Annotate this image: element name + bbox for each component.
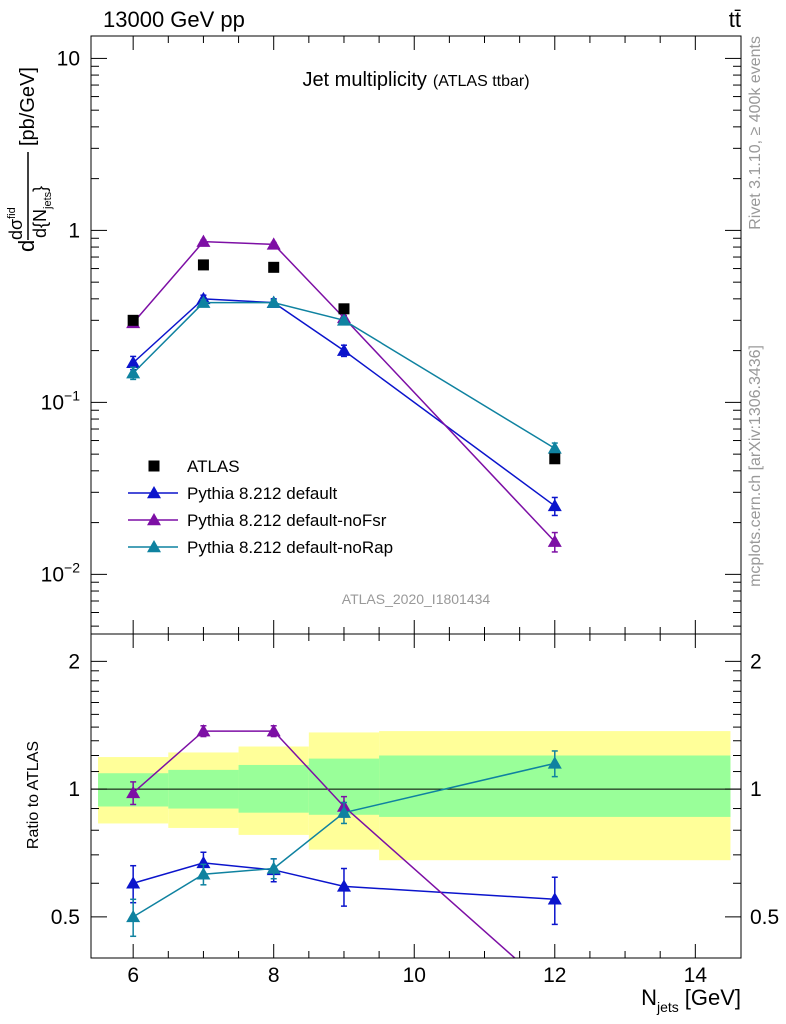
- x-tick-label: 8: [268, 964, 280, 987]
- pythia-8-212-default-nofsr-point: [547, 534, 562, 547]
- legend-atlas-label: ATLAS: [187, 457, 240, 476]
- ratio-y-axis-label: Ratio to ATLAS: [25, 741, 42, 849]
- pythia-8-212-default-norap-point: [266, 295, 281, 308]
- y-tick-label: 2: [68, 650, 80, 673]
- y-tick-label: 0.5: [51, 906, 80, 929]
- x-tick-labels: 6 8 10 12 14: [127, 964, 707, 987]
- pythia-8-212-default-norap-point: [336, 313, 351, 326]
- legend-pythia-8-212-default-marker: [147, 486, 161, 499]
- pythia-8-212-default-norap-point: [126, 366, 141, 379]
- main-panel: 10 1 10−1 10−2 Jet multiplicity (ATLAS ttbar…: [41, 35, 742, 635]
- y-tick-label: 2: [750, 650, 762, 673]
- ratio-y-tick-labels: 2 2 1 1 0.5 0.5: [51, 650, 779, 929]
- ratio-pythia-8-212-default-point: [336, 879, 351, 892]
- ratio-pythia-8-212-default-norap-point: [196, 867, 211, 880]
- x-tick-label: 14: [684, 964, 708, 987]
- atlas-data-point: [549, 453, 561, 465]
- rivet-label: Rivet 3.1.10, ≥ 400k events: [747, 36, 764, 230]
- plot-title: Jet multiplicity (ATLAS ttbar): [302, 69, 529, 91]
- ratio-pythia-8-212-default-norap-point: [547, 756, 562, 769]
- legend: ATLAS Pythia 8.212 default Pythia 8.212 de…: [128, 457, 393, 557]
- svg-text:dσfid: dσfid: [6, 207, 26, 240]
- legend-atlas-marker: [148, 460, 160, 472]
- pythia-8-212-default-point: [547, 498, 562, 512]
- legend-pythia-8-212-default-label: Pythia 8.212 default: [187, 484, 338, 503]
- ratio-frame: [90, 633, 742, 959]
- ratio-pythia-8-212-default-norap-point: [336, 805, 351, 818]
- mcplots-label: mcplots.cern.ch [arXiv:1306.3436]: [747, 345, 764, 587]
- legend-pythia-8-212-default-norap-marker: [147, 540, 161, 553]
- pythia-8-212-default-point: [336, 343, 351, 356]
- pythia-8-212-default-nofsr-point: [196, 234, 211, 247]
- atlas-data-point: [197, 259, 209, 271]
- svg-text:d: d: [14, 240, 39, 252]
- ratio-pythia-8-212-default-nofsr-point: [196, 724, 211, 737]
- y-tick-label: 1: [68, 219, 80, 242]
- ratio-pythia-8-212-default-nofsr-point: [126, 785, 141, 799]
- ratio-pythia-8-212-default-point: [547, 892, 562, 905]
- ratio-pythia-8-212-default-nofsr-point: [266, 724, 281, 737]
- legend-pythia-8-212-default-nofsr-label: Pythia 8.212 default-noFsr: [187, 511, 387, 530]
- analysis-id: ATLAS_2020_I1801434: [342, 591, 491, 607]
- main-y-tick-labels: 10 1 10−1 10−2: [41, 47, 81, 586]
- ratio-series: [126, 724, 562, 958]
- y-tick-label: 1: [68, 778, 80, 801]
- pythia-8-212-default-nofsr-point: [266, 237, 281, 250]
- main-series: [126, 234, 562, 553]
- ratio-pythia-8-212-default-norap-point: [126, 909, 141, 923]
- process-label: tt̄: [729, 7, 741, 32]
- y-tick-label: 1: [750, 778, 762, 801]
- x-tick-label: 10: [403, 964, 426, 987]
- pythia-8-212-default-norap-point: [196, 295, 211, 308]
- legend-pythia-8-212-default-norap-label: Pythia 8.212 default-noRap: [187, 538, 393, 557]
- y-tick-label: 10−1: [41, 387, 81, 414]
- atlas-data-point: [338, 303, 350, 315]
- ratio-pythia-8-212-default-norap-point: [266, 861, 281, 874]
- ratio-pythia-8-212-default-point: [126, 876, 141, 889]
- ratio-pythia-8-212-default-point: [196, 855, 211, 869]
- svg-text:[pb/GeV]: [pb/GeV]: [17, 67, 39, 146]
- y-tick-label: 10: [57, 47, 80, 70]
- main-y-axis-label: d dσfid d{Njets} [pb/GeV]: [6, 67, 54, 252]
- x-axis-label: Njets [GeV]: [641, 985, 741, 1015]
- y-tick-label: 0.5: [750, 906, 779, 929]
- main-axis-ticks: [91, 36, 741, 634]
- x-tick-label: 12: [543, 964, 566, 987]
- legend-pythia-8-212-default-nofsr-marker: [147, 513, 161, 526]
- y-tick-label: 10−2: [41, 559, 81, 586]
- ratio-axis-ticks: [91, 634, 741, 958]
- energy-label: 13000 GeV pp: [103, 7, 245, 32]
- x-tick-label: 6: [127, 964, 139, 987]
- pythia-8-212-default-point: [126, 355, 141, 368]
- pythia-8-212-default-norap-point: [547, 441, 562, 454]
- atlas-data-point: [127, 314, 139, 326]
- ratio-panel: 2 2 1 1 0.5 0.5 6 8 10 12 14: [51, 633, 779, 987]
- svg-text:d{Njets}: d{Njets}: [30, 186, 54, 238]
- atlas-data-point: [268, 261, 280, 273]
